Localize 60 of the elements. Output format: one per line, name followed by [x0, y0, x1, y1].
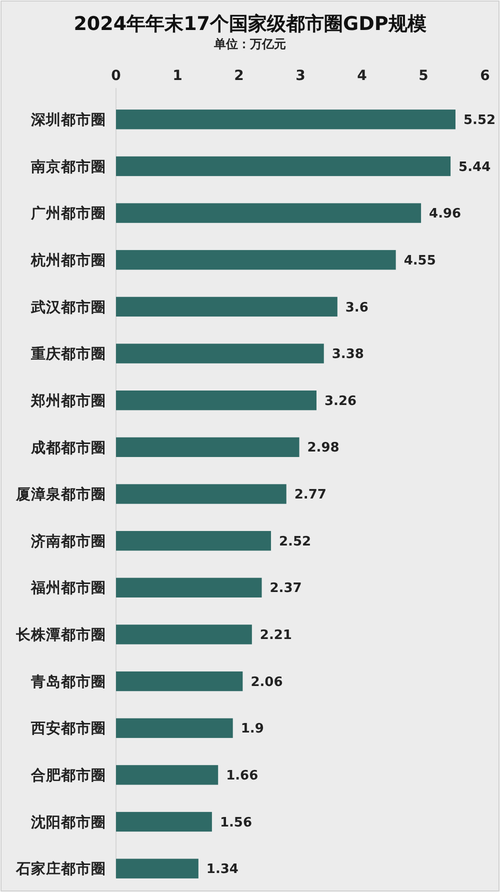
- bar: [116, 671, 243, 692]
- y-tick-label: 福州都市圈: [30, 578, 106, 597]
- x-tick-label: 1: [172, 68, 182, 84]
- y-tick-label: 合肥都市圈: [30, 766, 106, 784]
- y-tick-label: 青岛都市圈: [30, 672, 106, 690]
- y-tick-label: 济南都市圈: [30, 532, 106, 550]
- data-label: 4.55: [404, 253, 436, 268]
- data-label: 2.21: [260, 628, 292, 644]
- bar: [116, 718, 233, 738]
- y-tick-label: 广州都市圈: [30, 204, 106, 222]
- bar: [116, 250, 396, 270]
- y-tick-label: 武汉都市圈: [30, 298, 106, 316]
- data-label: 2.37: [270, 581, 302, 596]
- data-label: 5.52: [463, 112, 496, 128]
- bar: [116, 110, 456, 130]
- data-label: 3.26: [324, 394, 357, 409]
- y-tick-label: 西安都市圈: [30, 719, 106, 738]
- data-label: 2.98: [307, 440, 340, 456]
- bar: [116, 765, 218, 785]
- y-tick-label: 沈阳都市圈: [30, 812, 106, 831]
- y-tick-label: 长株潭都市圈: [15, 626, 106, 644]
- bar: [116, 156, 451, 176]
- x-tick-label: 4: [357, 68, 368, 84]
- bar: [116, 624, 252, 644]
- y-tick-label: 重庆都市圈: [30, 344, 106, 363]
- y-tick-label: 成都都市圈: [30, 438, 106, 456]
- x-tick-label: 5: [418, 68, 428, 84]
- chart-subtitle: 单位：万亿元: [213, 37, 286, 51]
- data-label: 1.66: [226, 768, 258, 784]
- bar: [116, 296, 338, 317]
- bar: [116, 390, 316, 410]
- bar: [116, 858, 198, 878]
- data-label: 2.52: [278, 534, 312, 550]
- x-tick-label: 3: [296, 68, 306, 84]
- data-label: 4.96: [429, 206, 462, 222]
- bar: [116, 578, 262, 598]
- bar: [116, 530, 271, 551]
- y-tick-label: 厦漳泉都市圈: [15, 485, 106, 504]
- chart-title: 2024年年末17个国家级都市圈GDP规模: [74, 13, 426, 35]
- bar: [116, 812, 212, 832]
- data-label: 2.06: [250, 674, 283, 690]
- data-label: 1.34: [206, 862, 238, 878]
- x-tick-label: 6: [480, 68, 490, 84]
- data-label: 3.6: [345, 300, 368, 316]
- bar: [116, 484, 286, 504]
- data-label: 3.38: [332, 347, 364, 362]
- data-label: 1.56: [220, 815, 252, 830]
- y-tick-label: 深圳都市圈: [30, 110, 106, 128]
- data-label: 1.9: [240, 722, 264, 737]
- x-tick-label: 2: [234, 68, 244, 84]
- y-tick-label: 石家庄都市圈: [15, 860, 106, 878]
- data-label: 2.77: [294, 488, 326, 503]
- y-tick-label: 杭州都市圈: [30, 250, 106, 269]
- bar: [116, 344, 324, 364]
- x-tick-label: 0: [111, 68, 122, 84]
- bar: [116, 203, 422, 223]
- y-tick-label: 郑州都市圈: [30, 391, 106, 410]
- data-label: 5.44: [458, 160, 491, 175]
- y-tick-label: 南京都市圈: [30, 157, 106, 176]
- bar: [116, 437, 300, 458]
